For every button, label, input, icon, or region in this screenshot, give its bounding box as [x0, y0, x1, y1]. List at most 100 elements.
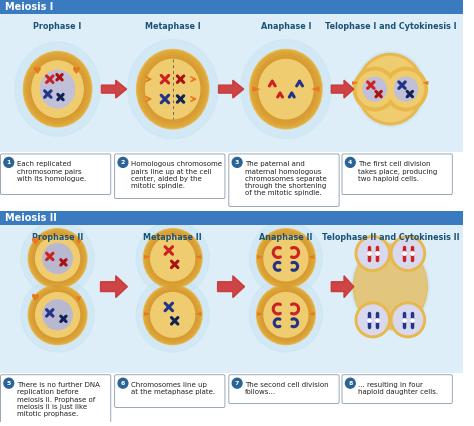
Ellipse shape — [23, 52, 92, 127]
Text: 5: 5 — [7, 381, 11, 386]
Ellipse shape — [40, 70, 74, 108]
Circle shape — [355, 302, 390, 338]
Text: Meiosis II: Meiosis II — [5, 213, 56, 223]
Circle shape — [232, 378, 242, 388]
Circle shape — [358, 305, 387, 335]
Ellipse shape — [128, 40, 218, 138]
Ellipse shape — [34, 235, 81, 282]
Ellipse shape — [264, 236, 308, 281]
Circle shape — [4, 378, 14, 388]
Text: Prophase I: Prophase I — [33, 22, 82, 31]
Ellipse shape — [146, 288, 200, 342]
Ellipse shape — [32, 233, 83, 284]
Circle shape — [355, 236, 390, 271]
FancyArrow shape — [331, 276, 354, 297]
Circle shape — [357, 71, 392, 107]
FancyArrow shape — [331, 80, 354, 98]
Ellipse shape — [255, 55, 317, 123]
Ellipse shape — [151, 293, 195, 337]
Text: 7: 7 — [235, 381, 239, 386]
Text: Metaphase I: Metaphase I — [145, 22, 201, 31]
Text: ◄: ◄ — [195, 308, 201, 317]
Ellipse shape — [253, 53, 319, 126]
FancyBboxPatch shape — [229, 154, 339, 207]
Ellipse shape — [259, 231, 313, 286]
Text: ►: ► — [252, 84, 261, 94]
FancyBboxPatch shape — [0, 211, 463, 225]
Ellipse shape — [30, 59, 85, 119]
Text: ... resulting in four
haploid daughter cells.: ... resulting in four haploid daughter c… — [358, 382, 438, 395]
Ellipse shape — [136, 221, 210, 296]
Ellipse shape — [256, 229, 315, 288]
Text: ♥: ♥ — [32, 66, 40, 76]
Ellipse shape — [264, 293, 308, 337]
Ellipse shape — [31, 288, 84, 342]
FancyBboxPatch shape — [0, 375, 111, 426]
Text: ◄: ◄ — [195, 251, 201, 260]
FancyBboxPatch shape — [0, 225, 463, 373]
Ellipse shape — [32, 61, 83, 117]
Ellipse shape — [36, 293, 80, 337]
Ellipse shape — [28, 285, 87, 345]
Text: Telophase I and Cytokinesis I: Telophase I and Cytokinesis I — [325, 22, 456, 31]
Text: Each replicated
chromosome pairs
with its homologue.: Each replicated chromosome pairs with it… — [17, 161, 86, 182]
Ellipse shape — [43, 300, 72, 330]
Ellipse shape — [249, 221, 322, 296]
Circle shape — [232, 158, 242, 167]
Ellipse shape — [263, 235, 310, 282]
Text: 8: 8 — [348, 381, 353, 386]
Text: ►: ► — [144, 251, 151, 260]
Ellipse shape — [142, 55, 204, 123]
Ellipse shape — [259, 59, 313, 119]
Ellipse shape — [144, 230, 201, 287]
Circle shape — [358, 239, 387, 268]
Ellipse shape — [151, 236, 195, 281]
Text: 3: 3 — [235, 160, 239, 165]
Ellipse shape — [241, 40, 331, 138]
Ellipse shape — [26, 55, 89, 124]
Ellipse shape — [144, 229, 202, 288]
Text: There is no further DNA
replication before
meiosis II. Prophase of
meiosis II is: There is no further DNA replication befo… — [17, 382, 100, 417]
Ellipse shape — [147, 233, 198, 284]
Ellipse shape — [357, 54, 423, 125]
Text: ♥: ♥ — [30, 293, 38, 303]
Text: Homologous chromosome
pairs line up at the cell
center, aided by the
mitotic spi: Homologous chromosome pairs line up at t… — [131, 161, 222, 189]
Text: The second cell division
follows...: The second cell division follows... — [245, 382, 328, 395]
Ellipse shape — [149, 235, 196, 282]
Text: Metaphase II: Metaphase II — [143, 233, 202, 242]
Text: ►: ► — [257, 251, 264, 260]
Ellipse shape — [251, 51, 321, 127]
Circle shape — [390, 302, 426, 338]
Ellipse shape — [138, 51, 208, 127]
FancyBboxPatch shape — [115, 375, 225, 407]
Ellipse shape — [250, 49, 322, 129]
Ellipse shape — [144, 285, 202, 345]
FancyBboxPatch shape — [229, 375, 339, 403]
Circle shape — [118, 158, 128, 167]
Ellipse shape — [29, 230, 86, 287]
Circle shape — [384, 67, 428, 111]
Ellipse shape — [25, 53, 91, 126]
Ellipse shape — [139, 53, 206, 126]
FancyBboxPatch shape — [0, 154, 111, 195]
Text: ♥: ♥ — [30, 236, 38, 247]
Text: ♥: ♥ — [71, 66, 80, 76]
FancyBboxPatch shape — [342, 154, 452, 195]
Text: Anaphase I: Anaphase I — [261, 22, 311, 31]
Ellipse shape — [149, 291, 196, 339]
Circle shape — [346, 378, 355, 388]
Ellipse shape — [355, 52, 426, 127]
Text: ►: ► — [144, 308, 151, 317]
Text: ►: ► — [257, 308, 264, 317]
FancyBboxPatch shape — [342, 375, 452, 403]
FancyArrow shape — [100, 276, 128, 297]
Text: ▼: ▼ — [76, 296, 82, 302]
Ellipse shape — [259, 288, 313, 342]
Ellipse shape — [147, 289, 198, 340]
Ellipse shape — [21, 221, 94, 296]
Ellipse shape — [146, 231, 200, 286]
Text: ◄: ◄ — [308, 308, 315, 317]
Circle shape — [394, 77, 418, 101]
Ellipse shape — [34, 291, 81, 339]
Text: Prophase II: Prophase II — [32, 233, 83, 242]
